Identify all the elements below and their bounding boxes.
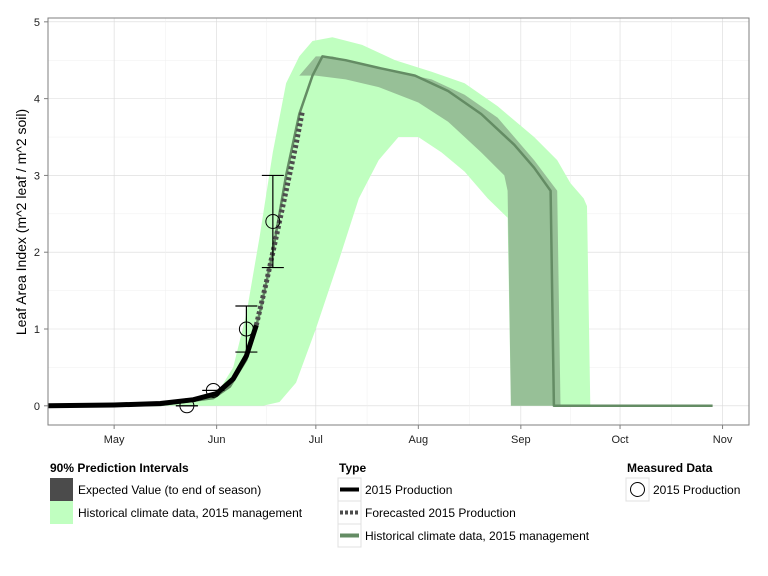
plot-border <box>47 17 750 426</box>
measured-points <box>175 174 284 414</box>
legend-label-forecast: Forecasted 2015 Production <box>365 506 516 520</box>
x-axis-ticks: May Jun Jul Aug Sep Oct Nov <box>104 425 733 446</box>
legend-label-expected-value: Expected Value (to end of season) <box>78 483 261 497</box>
legend-key-historical-band <box>50 501 73 524</box>
measured-point <box>205 382 221 398</box>
y-axis-ticks: 0 1 2 3 4 5 <box>34 17 48 413</box>
y-tick-label: 1 <box>34 324 40 336</box>
y-tick-label: 0 <box>34 401 40 413</box>
legend-key-box-measured <box>625 477 650 502</box>
historical-climate-band <box>48 37 591 406</box>
y-axis-title: Leaf Area Index (m^2 leaf / m^2 soil) <box>13 109 29 335</box>
y-tick-label: 3 <box>34 170 40 182</box>
x-tick-label: Jun <box>208 434 226 446</box>
legend-key-measured-circle <box>630 482 645 497</box>
measured-point <box>179 398 195 414</box>
legend-label-historical-line: Historical climate data, 2015 management <box>365 529 590 543</box>
x-tick-label: Nov <box>713 434 733 446</box>
legend-key-expected-value <box>50 478 73 501</box>
x-tick-label: Aug <box>409 434 429 446</box>
production-2015-line <box>47 324 259 409</box>
measured-point <box>238 321 254 337</box>
y-tick-label: 4 <box>34 94 40 106</box>
legend-type-title: Type <box>339 461 366 475</box>
legend-intervals-title: 90% Prediction Intervals <box>50 461 189 475</box>
legend-label-production: 2015 Production <box>365 483 452 497</box>
y-tick-label: 5 <box>34 17 40 29</box>
legend-measured-title: Measured Data <box>627 461 713 475</box>
x-tick-label: Sep <box>511 434 531 446</box>
prediction-bands <box>48 37 591 406</box>
x-tick-label: May <box>104 434 125 446</box>
measured-point <box>265 214 281 229</box>
legend-label-measured: 2015 Production <box>653 483 740 497</box>
legend-intervals: 90% Prediction Intervals Expected Value … <box>50 461 303 524</box>
legend-measured: Measured Data 2015 Production <box>625 461 740 502</box>
x-tick-label: Oct <box>611 434 628 446</box>
expected-value-band <box>299 56 561 406</box>
legend-type: Type 2015 Production Forecasted 2015 Pro… <box>337 461 590 548</box>
y-tick-label: 2 <box>34 247 40 259</box>
series-lines <box>47 55 713 409</box>
legend-label-historical-band: Historical climate data, 2015 management <box>78 506 303 520</box>
x-tick-label: Jul <box>309 434 323 446</box>
